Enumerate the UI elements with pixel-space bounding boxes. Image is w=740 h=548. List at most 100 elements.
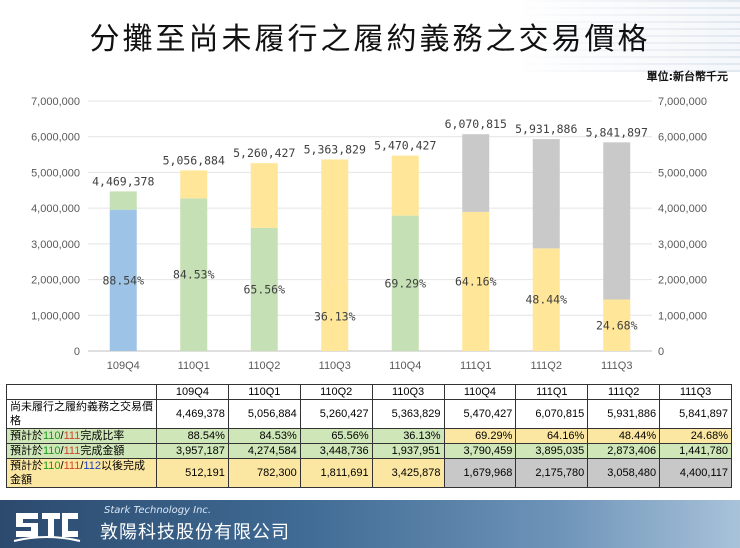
total-label: 5,363,829 [304, 142, 366, 156]
table-cell: 4,274,584 [227, 443, 301, 459]
col-header: 111Q3 [659, 384, 732, 400]
table-cell: 5,363,829 [371, 399, 445, 429]
total-label: 5,841,897 [586, 125, 648, 139]
table-cell: 88.54% [156, 428, 229, 444]
y-tick-label-left: 4,000,000 [31, 203, 80, 215]
table-cell: 512,191 [156, 458, 229, 488]
table-cell: 24.68% [659, 428, 732, 444]
x-category-label: 109Q4 [107, 360, 140, 372]
bar-completed [391, 215, 419, 351]
bar-completed [321, 281, 349, 351]
total-label: 6,070,815 [445, 117, 507, 131]
bar-completed [603, 299, 631, 351]
x-category-label: 111Q1 [460, 360, 491, 372]
company-name-en: Stark Technology Inc. [104, 505, 212, 516]
col-header: 109Q4 [156, 384, 229, 400]
table-row-completion-rate: 預計於110/111完成比率 88.54% 84.53% 65.56% 36.1… [6, 428, 732, 444]
bar-remaining [250, 163, 278, 228]
percent-label: 24.68% [596, 318, 638, 332]
background-building-pattern [510, 0, 740, 72]
x-category-label: 110Q3 [319, 360, 351, 372]
bar-remaining [321, 159, 349, 282]
y-tick-label-right: 0 [658, 346, 664, 358]
y-tick-label-right: 6,000,000 [658, 132, 707, 144]
y-tick-label-left: 2,000,000 [31, 275, 80, 287]
labels: 0 0 1,000,000 1,000,000 2,000,000 2,000,000 3,… [31, 96, 707, 372]
bar-remaining [532, 139, 560, 249]
table-cell: 3,448,736 [299, 443, 373, 459]
percent-label: 84.53% [173, 268, 215, 282]
x-category-label: 110Q2 [248, 360, 280, 372]
col-header: 111Q2 [587, 384, 661, 400]
percent-label: 69.29% [384, 276, 426, 290]
table-cell: 3,790,459 [443, 443, 517, 459]
bar-remaining [603, 142, 631, 300]
table-cell: 3,895,035 [515, 443, 589, 459]
table-cell: 4,469,378 [156, 399, 229, 429]
stacked-bar-chart: 0 0 1,000,000 1,000,000 2,000,000 2,000,000 3,… [31, 96, 707, 372]
company-logo-icon [13, 513, 81, 542]
footer-banner [0, 500, 740, 548]
row-label: 預計於110/111/112以後完成金額 [6, 458, 157, 488]
row-label: 尚未履行之履約義務之交易價格 [6, 399, 157, 429]
percent-label: 64.16% [455, 274, 497, 288]
x-category-label: 111Q3 [601, 360, 632, 372]
col-header: 111Q1 [515, 384, 589, 400]
y-tick-label-right: 3,000,000 [658, 239, 707, 251]
table-row-completed-amount: 預計於110/111完成金額 3,957,187 4,274,584 3,448… [6, 443, 732, 459]
table-cell: 2,873,406 [587, 443, 661, 459]
company-name-zh: 敦陽科技股份有限公司 [100, 522, 290, 543]
y-tick-label-left: 3,000,000 [31, 239, 80, 251]
table-cell: 65.56% [299, 428, 373, 444]
table-cell: 1,441,780 [659, 443, 732, 459]
percent-label: 36.13% [314, 309, 356, 323]
total-label: 4,469,378 [92, 174, 154, 188]
bar-remaining [109, 191, 137, 210]
bar-completed [462, 211, 490, 351]
percent-label: 48.44% [525, 293, 567, 307]
col-header: 110Q1 [227, 384, 301, 400]
table-cell: 5,260,427 [299, 399, 373, 429]
y-tick-label-left: 5,000,000 [31, 167, 80, 179]
y-tick-label-right: 1,000,000 [658, 310, 707, 322]
table-cell: 48.44% [587, 428, 661, 444]
total-label: 5,470,427 [374, 139, 436, 153]
table-cell: 3,058,480 [587, 458, 661, 488]
table-cell: 64.16% [515, 428, 589, 444]
col-header: 110Q4 [443, 384, 517, 400]
gridlines [88, 100, 652, 352]
table-cell: 5,931,886 [587, 399, 661, 429]
bar-completed [109, 209, 137, 351]
y-tick-label-right: 2,000,000 [658, 275, 707, 287]
bar-completed [250, 227, 278, 351]
x-category-label: 111Q2 [531, 360, 562, 372]
table-corner [6, 384, 157, 400]
y-tick-label-right: 4,000,000 [658, 203, 707, 215]
row-label: 預計於110/111完成比率 [6, 428, 157, 444]
percent-label: 88.54% [102, 273, 144, 287]
total-label: 5,056,884 [163, 153, 225, 167]
data-table: 109Q4 110Q1 110Q2 110Q3 110Q4 111Q1 111Q… [6, 384, 732, 488]
table-cell: 1,937,951 [371, 443, 445, 459]
bars [109, 134, 631, 351]
total-label: 5,260,427 [233, 146, 295, 160]
bar-remaining [462, 134, 490, 212]
bar-remaining [391, 155, 419, 216]
y-tick-label-right: 7,000,000 [658, 96, 707, 108]
y-tick-label-left: 6,000,000 [31, 132, 80, 144]
table-cell: 6,070,815 [515, 399, 589, 429]
table-header-row: 109Q4 110Q1 110Q2 110Q3 110Q4 111Q1 111Q… [6, 384, 732, 400]
table-cell: 1,811,691 [299, 458, 373, 488]
page-title: 分攤至尚未履行之履約義務之交易價格 [89, 22, 651, 57]
total-label: 5,931,886 [515, 122, 577, 136]
table-cell: 5,056,884 [227, 399, 301, 429]
y-tick-label-left: 0 [74, 346, 80, 358]
y-tick-label-left: 1,000,000 [31, 310, 80, 322]
table-row-transaction-price: 尚未履行之履約義務之交易價格 4,469,378 5,056,884 5,260… [6, 399, 732, 429]
table-cell: 3,425,878 [371, 458, 445, 488]
table-cell: 84.53% [227, 428, 301, 444]
row-label: 預計於110/111完成金額 [6, 443, 157, 459]
x-category-label: 110Q1 [178, 360, 210, 372]
table-cell: 36.13% [371, 428, 445, 444]
percent-label: 65.56% [243, 282, 285, 296]
